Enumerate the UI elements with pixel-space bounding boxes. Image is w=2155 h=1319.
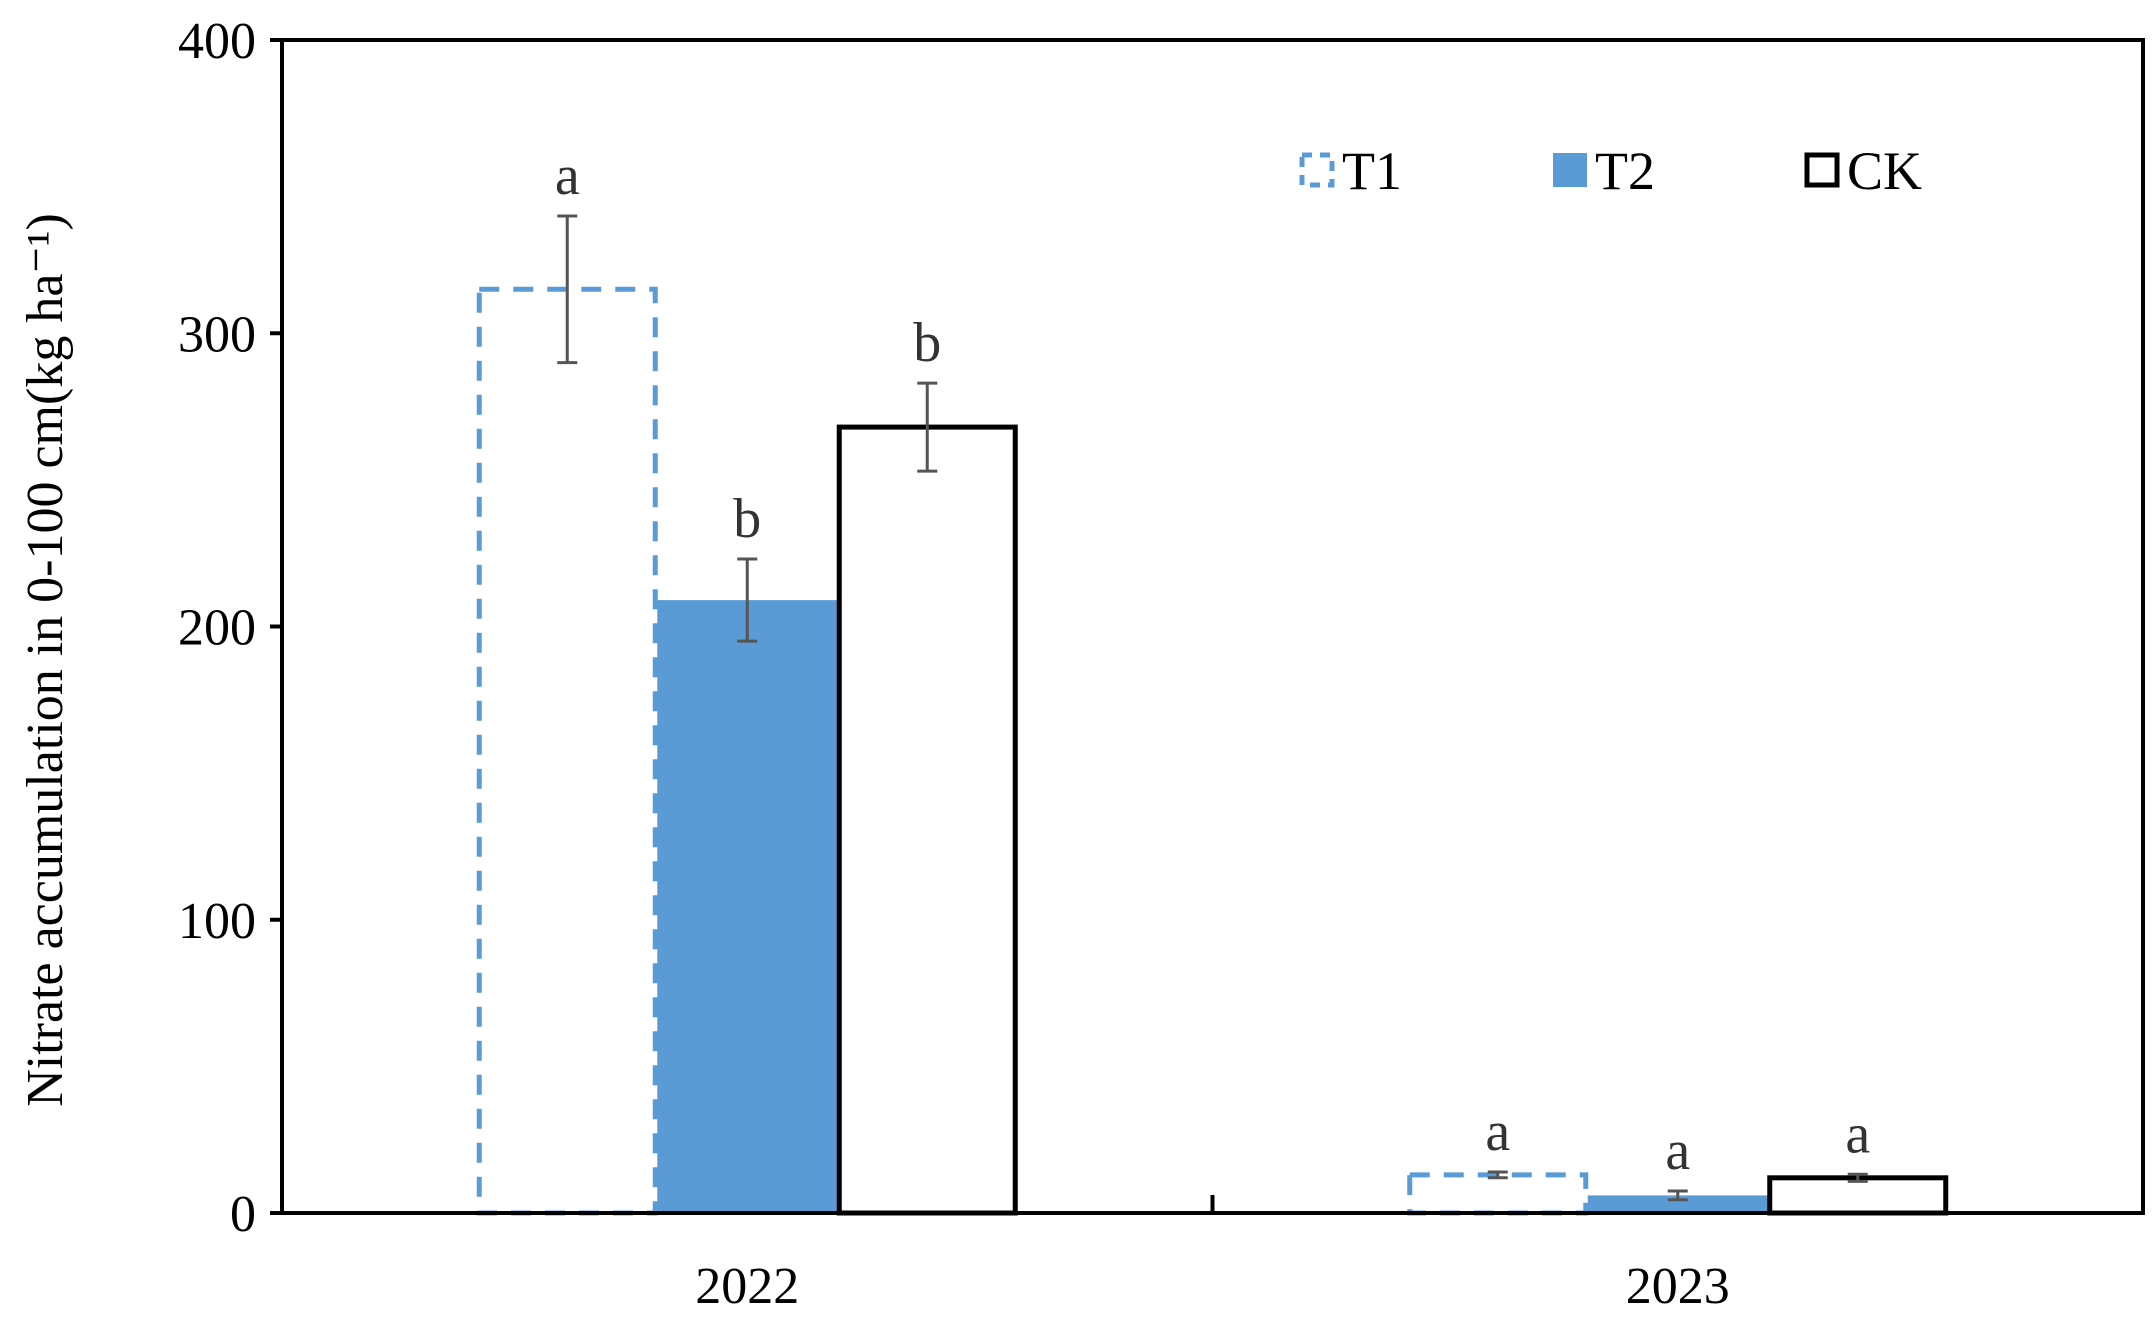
legend-label-t2: T2 (1595, 141, 1655, 201)
bar-t2-2023 (1587, 1195, 1768, 1213)
legend-label-t1: T1 (1342, 141, 1402, 201)
sig-label-t2-2022: b (733, 488, 761, 550)
y-axis-title: Nitrate accumulation in 0-100 cm(kg ha⁻¹… (17, 213, 74, 1107)
sig-label-ck-2022: b (913, 312, 941, 374)
x-tick-label-2023: 2023 (1626, 1258, 1730, 1315)
x-tick-label-2022: 2022 (695, 1258, 799, 1315)
bar-t2-2022 (657, 600, 838, 1213)
legend-swatch-t2 (1553, 153, 1587, 187)
y-tick-label-300: 300 (178, 306, 256, 363)
legend: T1 T2 CK (1299, 141, 1922, 201)
y-tick-label-100: 100 (178, 893, 256, 950)
sig-label-ck-2023: a (1845, 1103, 1870, 1165)
legend-swatch-t1 (1299, 152, 1335, 188)
bar-t1-2023 (1407, 1172, 1589, 1216)
bar-t1-2022 (476, 286, 658, 1216)
legend-swatch-ck (1804, 152, 1840, 188)
y-tick-label-0: 0 (230, 1186, 256, 1243)
sig-label-t2-2023: a (1665, 1120, 1690, 1182)
legend-label-ck: CK (1847, 141, 1922, 201)
y-tick-label-200: 200 (178, 600, 256, 657)
bar-ck-2022 (836, 424, 1018, 1216)
sig-label-t1-2022: a (555, 145, 580, 207)
sig-label-t1-2023: a (1485, 1101, 1510, 1163)
plot-layer: a b b 2022 a a a 2023 0 100 200 300 400 (178, 13, 2145, 1315)
y-tick-label-400: 400 (178, 13, 256, 70)
bar-ck-2023 (1767, 1175, 1949, 1216)
